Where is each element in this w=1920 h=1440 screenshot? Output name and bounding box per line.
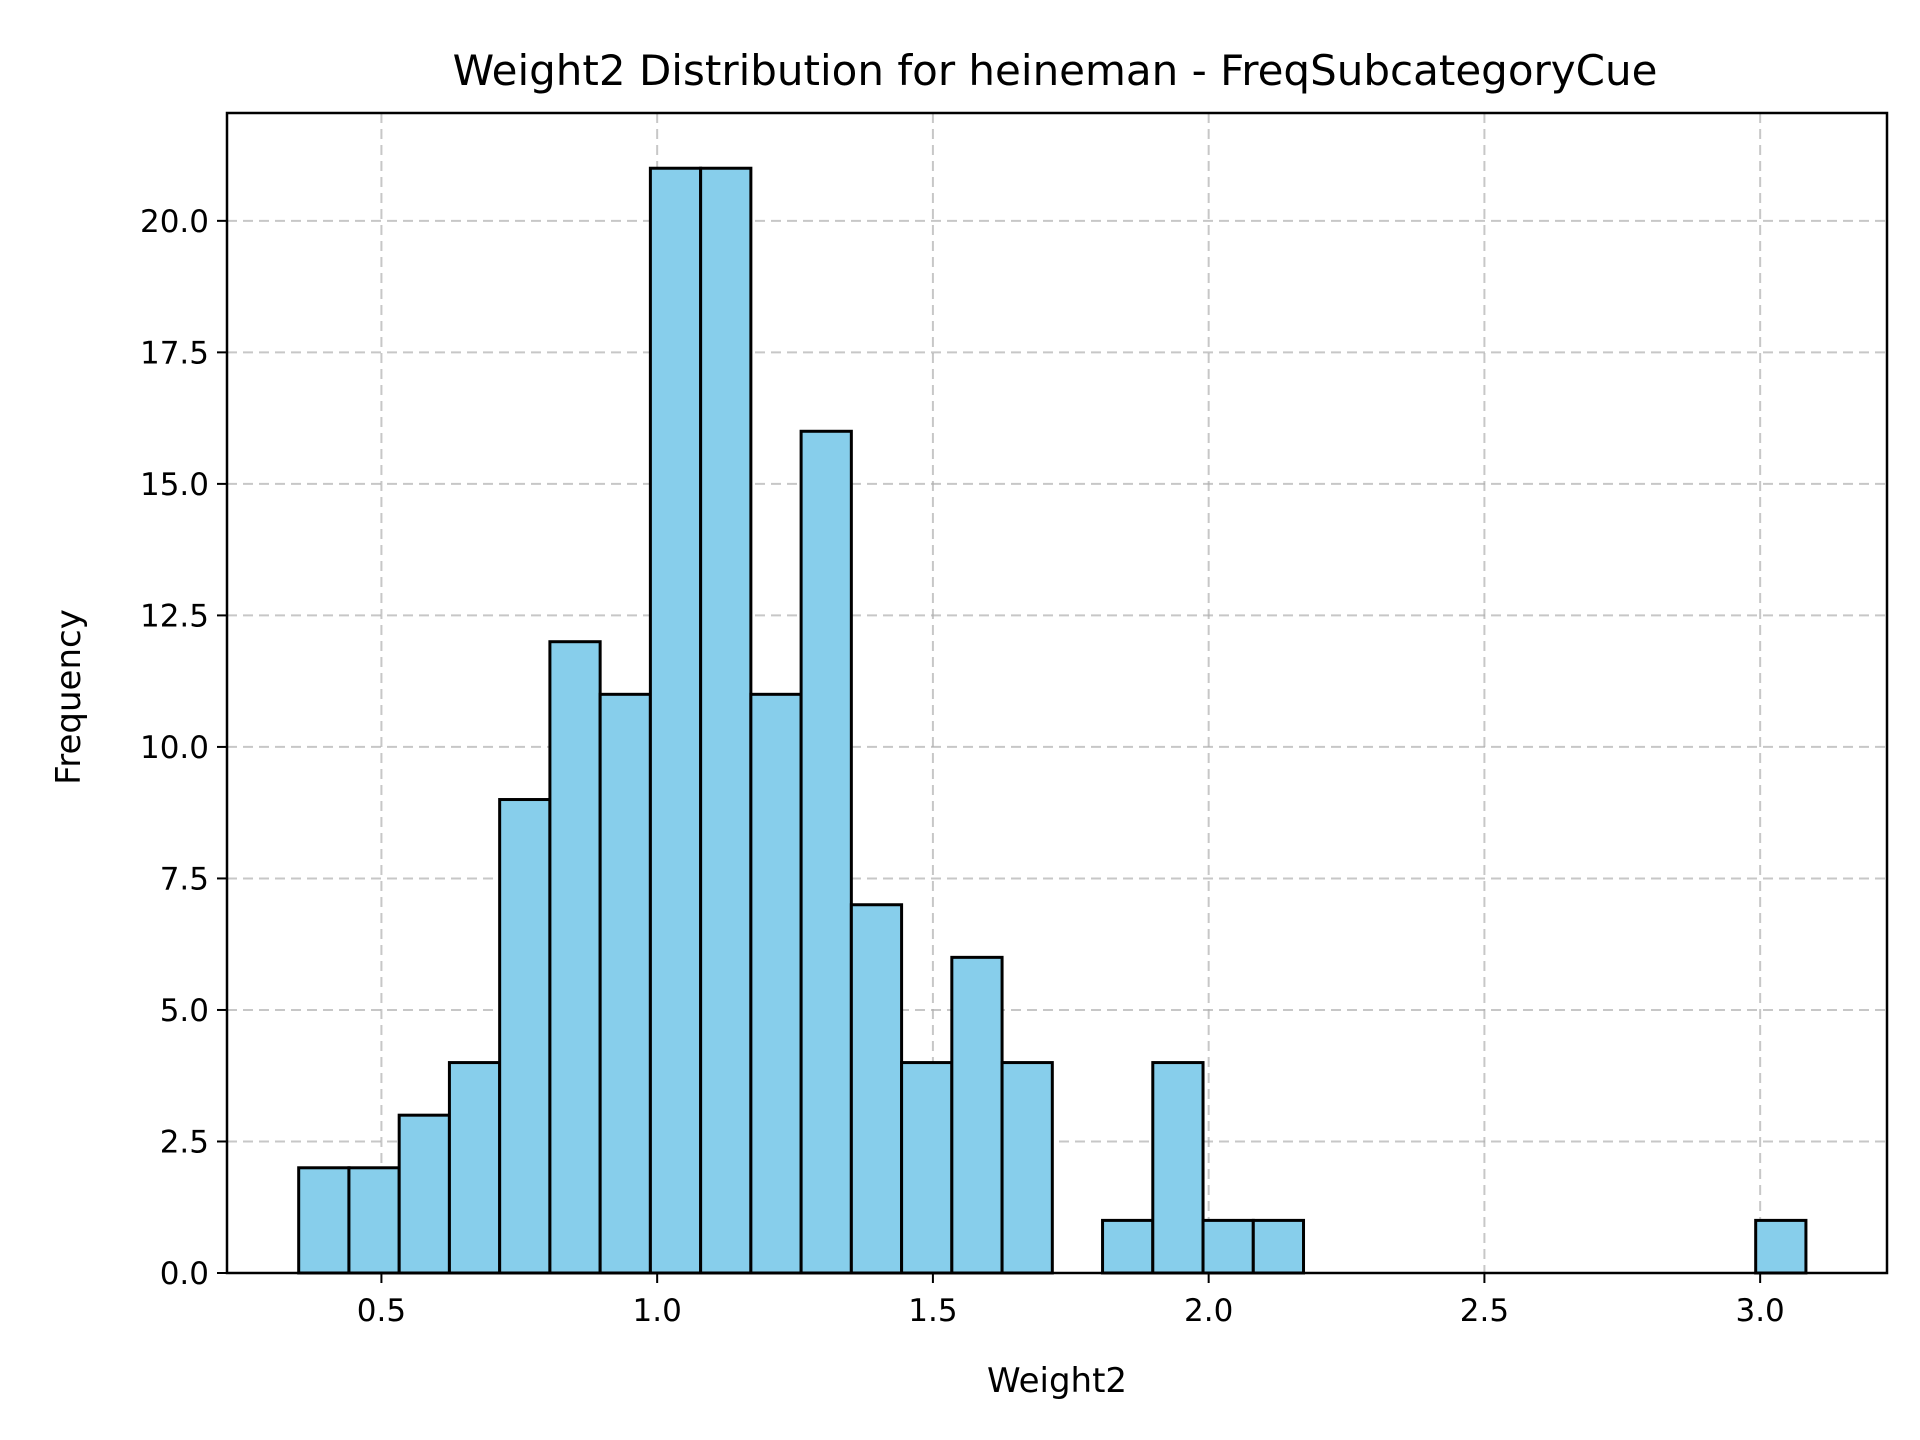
x-axis-ticks: 0.5 1.0 1.5 2.0 2.5 3.0 (357, 1273, 1785, 1329)
histogram-bar (1754, 1218, 1808, 1275)
histogram-bar (849, 903, 904, 1275)
histogram-bar (598, 692, 652, 1275)
histogram-bar (699, 166, 753, 1275)
histogram-bar (950, 955, 1004, 1275)
x-tick-label: 1.5 (908, 1293, 957, 1329)
histogram-bar (1201, 1218, 1255, 1275)
y-tick-label: 2.5 (160, 1124, 209, 1160)
histogram-bar (447, 1061, 502, 1275)
histogram-bar (347, 1166, 401, 1275)
histogram-bar (498, 798, 552, 1275)
histogram-bar (648, 166, 703, 1275)
chart-title: Weight2 Distribution for heineman - Freq… (453, 46, 1658, 95)
histogram-bar (799, 429, 853, 1275)
y-tick-label: 12.5 (140, 598, 209, 634)
y-axis-ticks: 0.0 2.5 5.0 7.5 10.0 12.5 15.0 17.5 20.0 (140, 204, 227, 1292)
histogram-bar (749, 692, 803, 1275)
y-tick-label: 7.5 (160, 861, 209, 897)
x-tick-label: 0.5 (357, 1293, 406, 1329)
y-tick-label: 0.0 (160, 1256, 209, 1292)
x-tick-label: 2.5 (1460, 1293, 1509, 1329)
histogram-bar (397, 1113, 451, 1275)
y-axis-label: Frequency (49, 609, 89, 785)
plot-frame (225, 111, 1889, 1275)
histogram-bar (1101, 1218, 1155, 1275)
bars (297, 166, 1808, 1275)
histogram-bar (1151, 1061, 1205, 1275)
histogram-bar (1000, 1061, 1054, 1275)
y-tick-label: 20.0 (140, 204, 209, 240)
x-tick-label: 3.0 (1735, 1293, 1784, 1329)
x-tick-label: 1.0 (633, 1293, 682, 1329)
y-tick-label: 5.0 (160, 993, 209, 1029)
y-tick-label: 17.5 (140, 335, 209, 371)
y-tick-label: 15.0 (140, 467, 209, 503)
histogram-bar (1251, 1218, 1306, 1275)
histogram-bar (548, 640, 602, 1275)
histogram-bar (900, 1061, 954, 1275)
histogram-bar (297, 1166, 351, 1275)
x-axis-label: Weight2 (987, 1361, 1127, 1401)
y-tick-label: 10.0 (140, 730, 209, 766)
x-tick-label: 2.0 (1184, 1293, 1233, 1329)
